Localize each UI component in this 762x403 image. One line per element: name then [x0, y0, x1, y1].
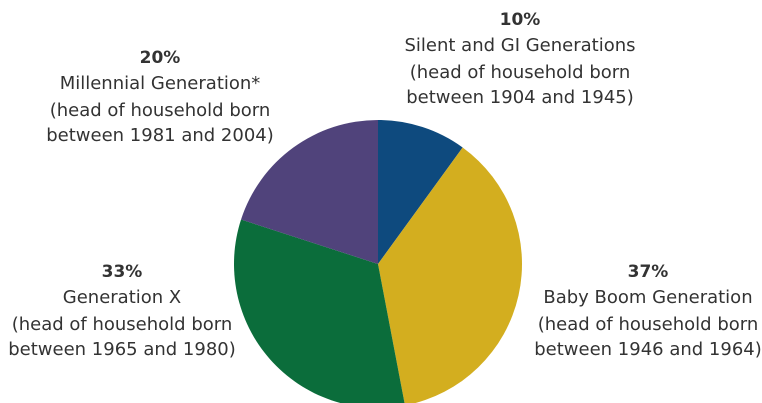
pie-slice: [378, 147, 522, 403]
slice-percent: 33%: [102, 262, 143, 282]
slice-label: Millennial Generation*: [60, 73, 261, 94]
pie-slice: [241, 120, 378, 264]
slice-label: Silent and GI Generations: [404, 35, 635, 56]
slice-description: (head of household born: [410, 62, 631, 83]
slice-description: (head of household born: [12, 314, 233, 335]
slice-description: between 1904 and 1945): [406, 87, 634, 108]
slice-description: (head of household born: [538, 314, 759, 335]
slice-label: Generation X: [63, 287, 181, 308]
pie-slice: [234, 219, 405, 403]
slice-label: Baby Boom Generation: [543, 287, 752, 308]
slice-percent: 10%: [500, 10, 541, 30]
pie-slice: [378, 120, 463, 264]
slice-description: between 1981 and 2004): [46, 125, 274, 146]
slice-percent: 37%: [628, 262, 669, 282]
slice-description: (head of household born: [50, 100, 271, 121]
slice-percent: 20%: [140, 48, 181, 68]
slice-description: between 1965 and 1980): [8, 339, 236, 360]
slice-description: between 1946 and 1964): [534, 339, 762, 360]
